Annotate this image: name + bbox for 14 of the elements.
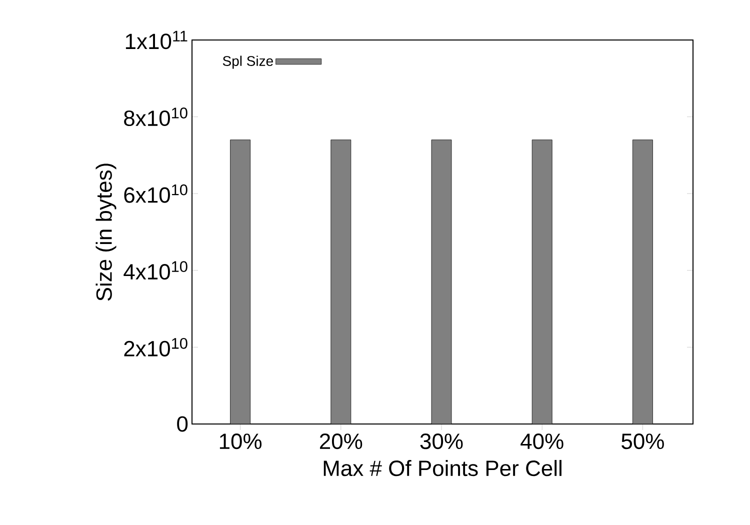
legend-label: Spl Size	[222, 56, 273, 69]
x-tick-label: 30%	[420, 434, 463, 450]
y-tick-label: 2x10$^{10}$	[124, 338, 188, 356]
y-tick-label: 0	[177, 416, 188, 432]
x-tick-label: 20%	[320, 434, 362, 450]
x-tick-label: 10%	[220, 434, 262, 450]
y-tick-label: 1x10$^{11}$	[126, 30, 188, 50]
x-axis-title: Max # Of Points Per Cell	[324, 460, 562, 476]
y-tick-label: 6x10$^{10}$	[124, 184, 188, 203]
x-tick-label: 40%	[520, 434, 564, 450]
y-tick-label: 8x10$^{10}$	[124, 108, 188, 126]
y-tick-label: 4x10$^{10}$	[124, 261, 188, 280]
x-tick-label: 50%	[622, 434, 664, 450]
y-axis-title: Size (in bytes)	[96, 164, 116, 301]
